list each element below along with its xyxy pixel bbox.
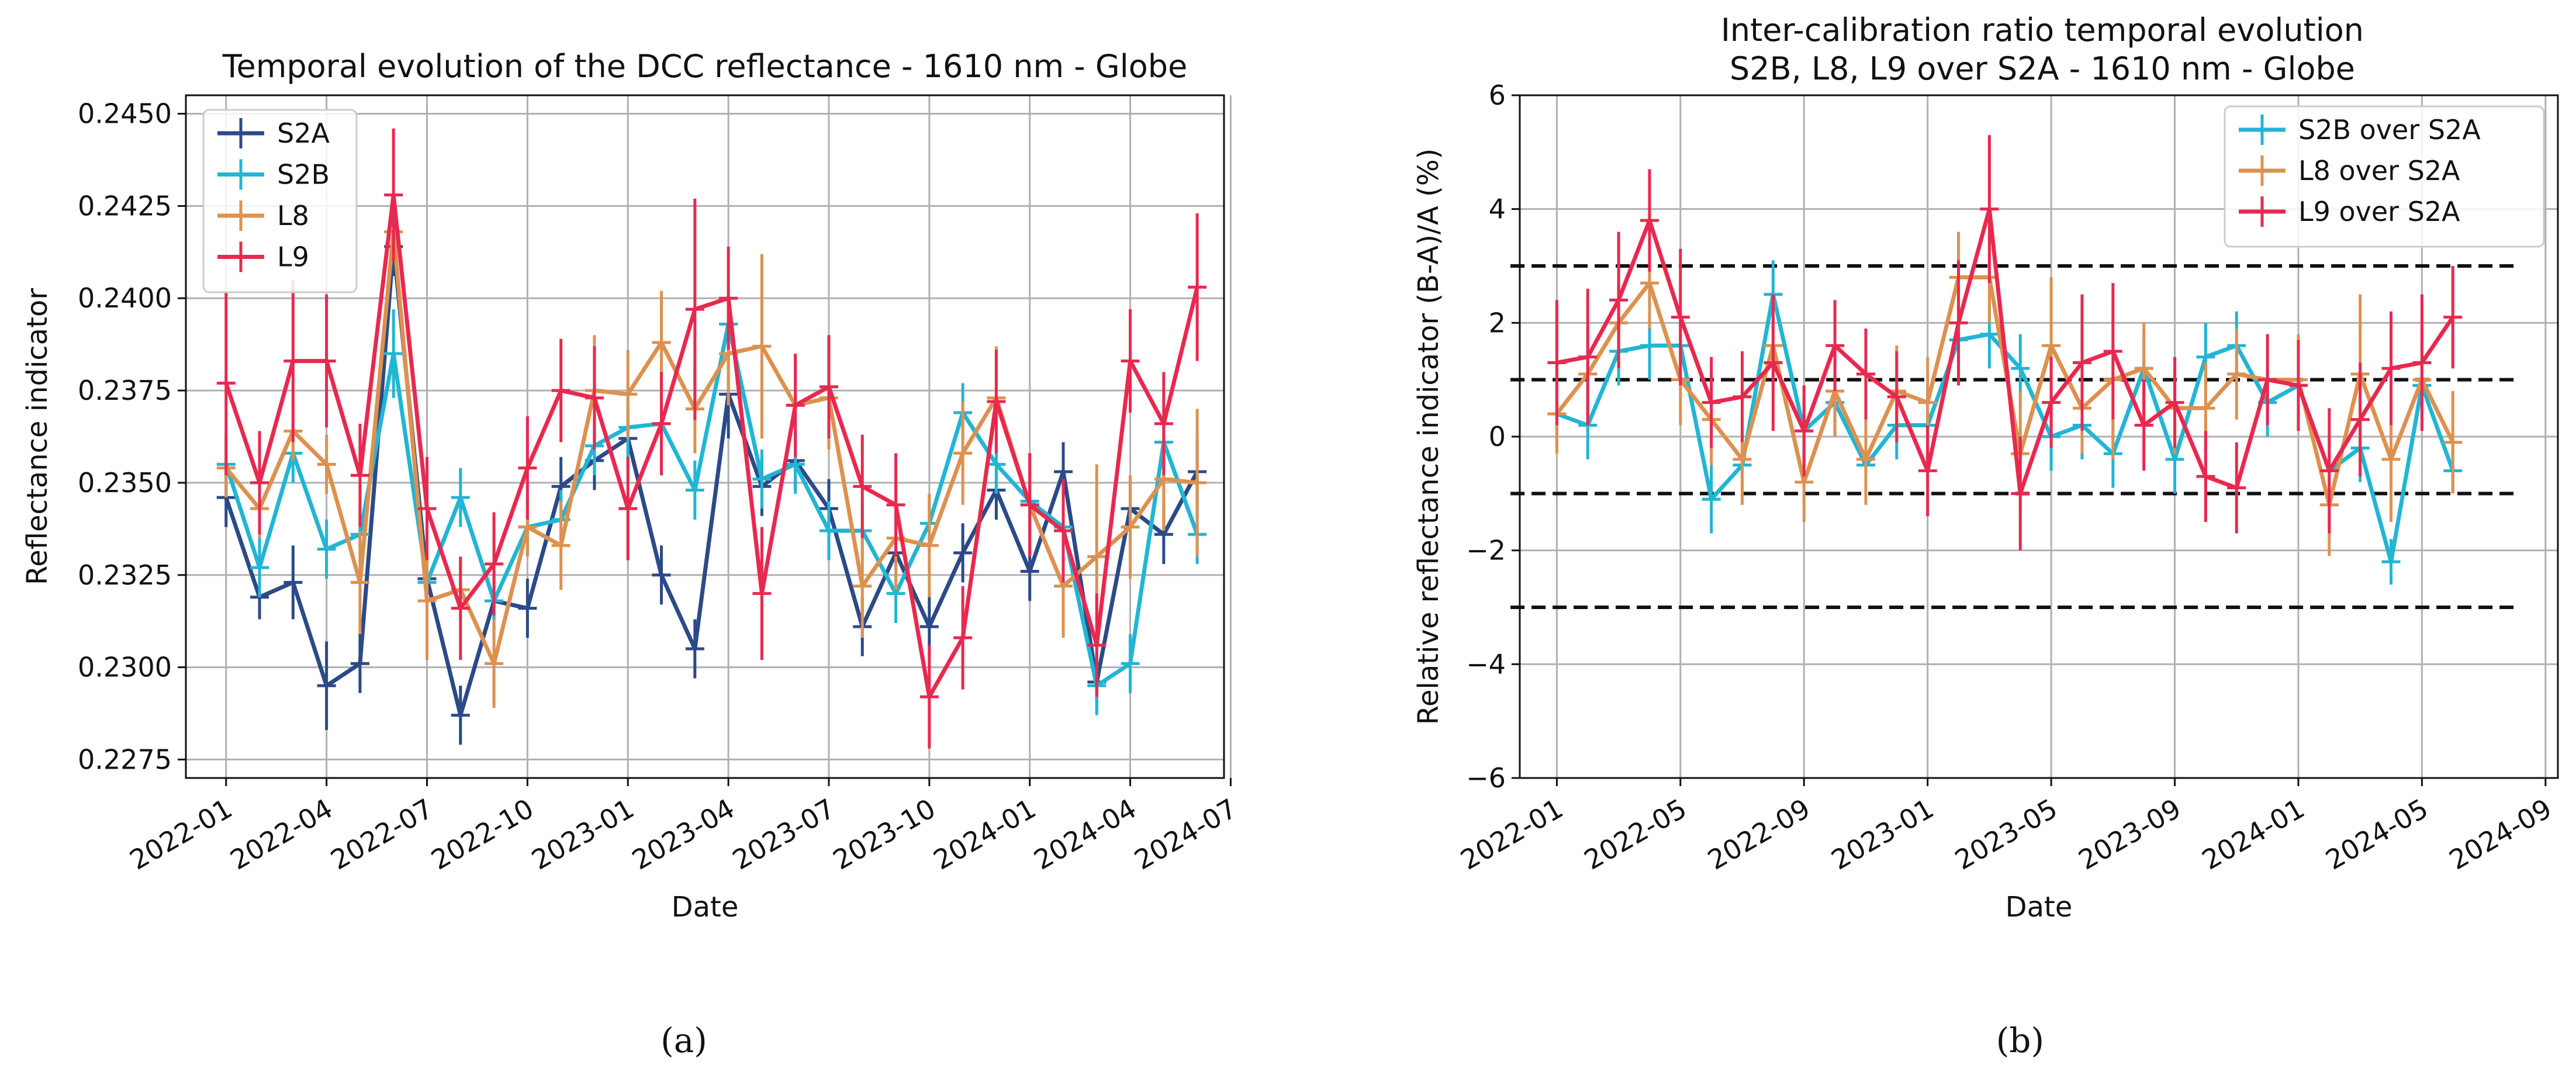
x-tick-label: 2024-09 xyxy=(2444,793,2557,876)
x-tick-label: 2023-01 xyxy=(1826,793,1939,876)
legend-label: L9 xyxy=(277,241,309,273)
y-tick-label: 0.2450 xyxy=(78,98,172,130)
series-line xyxy=(224,193,1199,699)
chart-panel-a: 2022-012022-042022-072022-102023-012023-… xyxy=(21,48,1242,1060)
y-tick-label: 0.2350 xyxy=(78,467,172,499)
series-group-a xyxy=(216,128,1207,749)
y-tick-label: 0 xyxy=(1489,421,1506,452)
series-l9 xyxy=(216,128,1207,749)
y-ticks-b: −6 −4 −2 0 2 4 6 xyxy=(1466,79,1520,794)
x-ticks-a: 2022-012022-042022-072022-102023-012023-… xyxy=(125,778,1242,876)
legend-label: L8 xyxy=(277,200,309,231)
chart-subtitle-b: S2B, L8, L9 over S2A - 1610 nm - Globe xyxy=(1730,50,2355,87)
x-tick-label: 2023-01 xyxy=(526,793,639,876)
x-tick-label: 2022-01 xyxy=(125,793,237,876)
x-axis-label-a: Date xyxy=(672,891,739,924)
y-tick-label: 4 xyxy=(1489,193,1506,225)
y-tick-label: 0.2375 xyxy=(78,375,172,406)
x-tick-label: 2024-04 xyxy=(1029,793,1142,876)
legend-label: L9 over S2A xyxy=(2298,196,2460,227)
x-tick-label: 2023-05 xyxy=(1949,793,2062,876)
x-tick-label: 2024-07 xyxy=(1129,793,1242,876)
y-ticks-a: 0.2275 0.2300 0.2325 0.2350 0.2375 0.2400 0.24… xyxy=(78,98,186,775)
y-tick-label: 0.2400 xyxy=(78,282,172,314)
chart-title-a: Temporal evolution of the DCC reflectanc… xyxy=(222,48,1188,85)
y-tick-label: 6 xyxy=(1489,79,1506,111)
x-axis-label-b: Date xyxy=(2006,891,2073,924)
legend-box xyxy=(2224,105,2545,248)
series-line xyxy=(224,230,1198,666)
legend-b: S2B over S2A L8 over S2A L9 over S2A xyxy=(2224,105,2545,248)
y-tick-label: −4 xyxy=(1466,648,1506,680)
legend-a: S2A S2B L8 L9 xyxy=(202,109,358,293)
x-tick-label: 2023-09 xyxy=(2073,793,2186,876)
x-tick-label: 2023-07 xyxy=(727,793,840,876)
x-tick-label: 2022-01 xyxy=(1455,793,1568,876)
series-group-b xyxy=(1547,135,2463,585)
x-tick-label: 2023-04 xyxy=(627,793,739,876)
legend-label: L8 over S2A xyxy=(2298,155,2460,186)
y-axis-label-a: Reflectance indicator xyxy=(21,288,54,585)
series-l9-over-s2a xyxy=(1547,135,2463,551)
x-tick-label: 2022-07 xyxy=(326,793,438,876)
panel-label-a: (a) xyxy=(661,1021,707,1060)
y-tick-label: 0.2425 xyxy=(78,190,172,222)
y-axis-label-b: Relative reflectance indicator (B-A)/A (… xyxy=(1412,148,1445,725)
y-tick-label: 0.2275 xyxy=(78,743,172,775)
y-tick-label: 0.2325 xyxy=(78,559,172,591)
x-tick-label: 2024-01 xyxy=(2197,793,2309,876)
x-tick-label: 2024-01 xyxy=(928,793,1041,876)
x-tick-label: 2023-10 xyxy=(828,793,941,876)
x-tick-label: 2022-10 xyxy=(426,793,538,876)
series-line xyxy=(1556,207,2455,496)
y-tick-label: −2 xyxy=(1466,535,1506,566)
x-tick-label: 2022-04 xyxy=(225,793,338,876)
legend-label: S2B xyxy=(277,159,330,191)
y-tick-label: −6 xyxy=(1466,762,1506,794)
x-tick-label: 2024-05 xyxy=(2320,793,2433,876)
legend-label: S2B over S2A xyxy=(2298,114,2481,146)
y-tick-label: 0.2300 xyxy=(78,652,172,683)
panel-label-b: (b) xyxy=(1996,1021,2044,1060)
series-line xyxy=(224,244,1199,718)
x-tick-label: 2022-05 xyxy=(1579,793,1692,876)
chart-title-b: Inter-calibration ratio temporal evoluti… xyxy=(1721,12,2364,49)
axes-frame-a xyxy=(185,94,1225,779)
x-tick-label: 2022-09 xyxy=(1702,793,1815,876)
y-tick-label: 2 xyxy=(1489,307,1506,338)
legend-label: S2A xyxy=(277,117,330,149)
chart-panel-b: 2022-01 2022-05 2022-09 2023-01 2023-05 2023-… xyxy=(1412,12,2559,1060)
x-ticks-b: 2022-01 2022-05 2022-09 2023-01 2023-05 2023-… xyxy=(1455,778,2557,876)
